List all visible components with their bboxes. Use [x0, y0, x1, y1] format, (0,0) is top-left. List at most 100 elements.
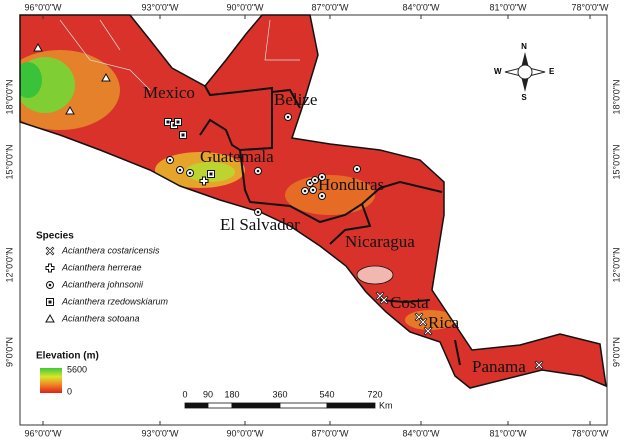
country-label: Guatemala: [200, 147, 274, 166]
dot: [303, 189, 307, 193]
country-label: El Salvador: [220, 215, 300, 234]
borders: [199, 85, 461, 366]
species-label: Acianthera johnsonii: [61, 279, 144, 289]
occurrence-marker: [534, 360, 544, 370]
dot: [188, 171, 192, 175]
occurrence-marker: [311, 176, 319, 184]
longitude-label: 87°0'0"W: [311, 2, 349, 12]
longitude-label: 78°0'0"W: [571, 2, 609, 12]
dot: [48, 300, 52, 304]
occurrence-marker: [101, 72, 111, 82]
occurrence-marker: [33, 42, 43, 52]
dot: [286, 115, 290, 119]
dot: [308, 181, 312, 185]
latitude-label: 12°0'0"N: [611, 247, 621, 282]
triangle-symbol: [101, 72, 111, 82]
x-symbol: [424, 327, 432, 335]
scale-label: 0: [182, 389, 187, 399]
latitude-label: 18°0'0"N: [4, 79, 14, 114]
dot: [176, 120, 180, 124]
occurrence-marker: [353, 165, 361, 173]
longitude-label: 87°0'0"W: [311, 428, 349, 438]
longitude-label: 93°0'0"W: [141, 428, 179, 438]
occurrence-marker: [379, 295, 389, 305]
occurrence-marker: [174, 118, 182, 126]
latitude-label: 9°0'0"N: [4, 337, 14, 367]
occurrence-marker: [207, 170, 215, 178]
longitude-label: 81°0'0"W: [489, 2, 527, 12]
dot: [166, 120, 170, 124]
x-symbol: [380, 296, 388, 304]
occurrence-marker: [199, 176, 209, 186]
triangle-symbol: [33, 42, 43, 52]
scale-label: 720: [367, 389, 382, 399]
longitude-label: 96°0'0"W: [24, 428, 62, 438]
country-label: Mexico: [143, 83, 195, 102]
occurrence-marker: [46, 298, 54, 306]
scale-label: 360: [272, 389, 287, 399]
country-label: Panama: [472, 357, 526, 376]
occurrence-marker: [423, 326, 433, 336]
dot: [355, 167, 359, 171]
longitude-label: 84°0'0"W: [402, 2, 440, 12]
scale-label: 540: [319, 389, 334, 399]
compass-w: W: [494, 67, 502, 76]
country-label: Honduras: [318, 175, 384, 194]
triangle-symbol: [65, 105, 75, 115]
state-lines: [59, 19, 300, 91]
dot: [48, 283, 52, 287]
x-symbol: [46, 247, 54, 255]
occurrence-marker: [45, 246, 55, 256]
compass-s: S: [521, 93, 527, 102]
x-symbol: [535, 361, 543, 369]
lake: [357, 266, 393, 284]
occurrence-marker: [301, 187, 309, 195]
dot: [178, 168, 182, 172]
longitude-label: 96°0'0"W: [24, 2, 62, 12]
latitude-label: 9°0'0"N: [611, 337, 621, 367]
species-label: Acianthera rzedowskiarum: [61, 296, 169, 306]
x-symbol: [419, 318, 427, 326]
occurrence-marker: [176, 166, 184, 174]
dot: [209, 172, 213, 176]
dot: [256, 210, 260, 214]
longitude-label: 90°0'0"W: [226, 2, 264, 12]
dot: [320, 194, 324, 198]
occurrence-marker: [186, 169, 194, 177]
country-label: Costa: [390, 293, 429, 312]
scale-segment: [326, 402, 376, 409]
compass-n: N: [521, 42, 527, 51]
country-label: Nicaragua: [345, 232, 415, 251]
scale-segment: [207, 402, 233, 409]
occurrence-marker: [318, 173, 326, 181]
scale-unit: Km: [379, 400, 393, 410]
longitude-label: 93°0'0"W: [141, 2, 179, 12]
dot: [320, 175, 324, 179]
occurrence-marker: [254, 208, 262, 216]
elevation-min: 0: [67, 386, 72, 396]
species-label: Acianthera sotoana: [61, 313, 140, 323]
scale-segment: [184, 402, 209, 409]
occurrence-marker: [254, 167, 262, 175]
species-title: Species: [36, 231, 74, 242]
scale-label: 180: [224, 389, 239, 399]
cross-symbol: [199, 176, 209, 186]
longitude-label: 90°0'0"W: [226, 428, 264, 438]
longitude-label: 78°0'0"W: [571, 428, 609, 438]
species-label: Acianthera costaricensis: [61, 245, 160, 255]
elevation-title: Elevation (m): [36, 351, 99, 362]
occurrence-marker: [418, 317, 428, 327]
latitude-label: 12°0'0"N: [4, 247, 14, 282]
dot: [181, 133, 185, 137]
longitude-label: 84°0'0"W: [402, 428, 440, 438]
dot: [311, 188, 315, 192]
dot: [168, 158, 172, 162]
occurrence-marker: [65, 105, 75, 115]
occurrence-marker: [318, 192, 326, 200]
occurrence-marker: [45, 313, 55, 323]
compass-e: E: [549, 67, 555, 76]
species-label: Acianthera herrerae: [61, 262, 142, 272]
latitude-label: 15°0'0"N: [611, 144, 621, 179]
